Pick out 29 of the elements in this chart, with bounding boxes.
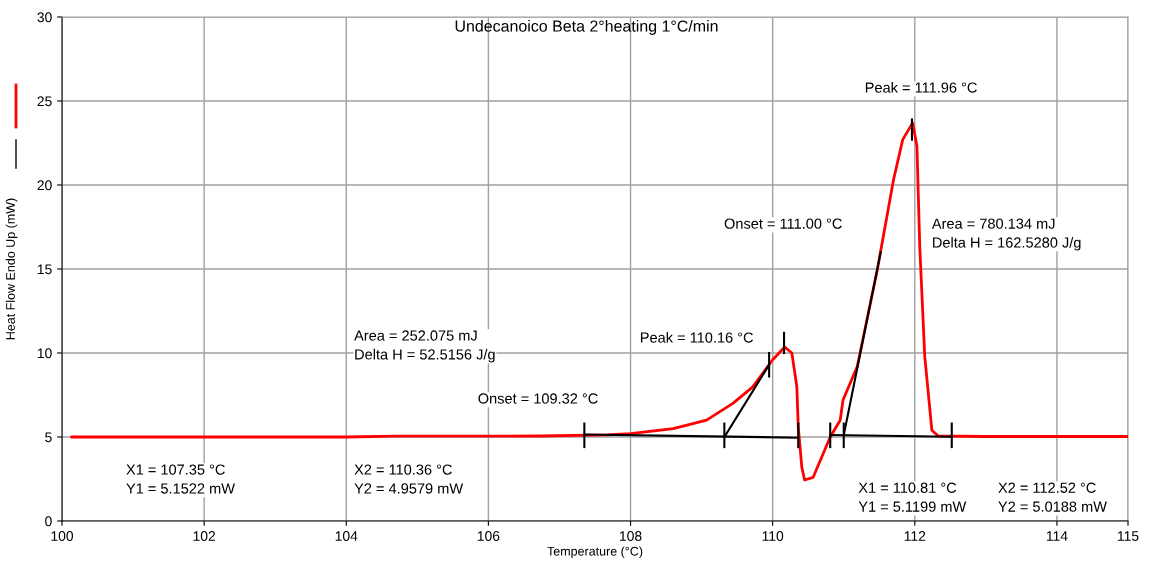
annotation: X2 = 110.36 °C Y2 = 4.9579 mW xyxy=(354,464,464,494)
x-tick-label: 114 xyxy=(1046,531,1068,541)
x-tick-label: 112 xyxy=(904,531,926,541)
y-tick-label: 30 xyxy=(37,12,52,23)
y-tick-label: 10 xyxy=(37,348,52,359)
annotation: Area = 780.134 mJ Delta H = 162.5280 J/g xyxy=(931,218,1081,251)
annotation: X1 = 110.81 °C Y1 = 5.1199 mW xyxy=(858,482,967,512)
x-tick-label: 106 xyxy=(477,531,500,541)
annotation: Area = 252.075 mJ Delta H = 52.5156 J/g xyxy=(354,330,495,363)
annotation: Peak = 111.96 °C xyxy=(865,82,977,93)
x-tick-label: 102 xyxy=(193,531,216,541)
annotation: Onset = 111.00 °C xyxy=(724,218,842,229)
x-axis-title: Temperature (°C) xyxy=(547,546,643,559)
annotation: Peak = 110.16 °C xyxy=(640,332,754,343)
y-tick-label: 5 xyxy=(45,432,52,443)
chart-title: Undecanoico Beta 2°heating 1°C/min xyxy=(455,20,718,35)
y-tick-label: 25 xyxy=(37,96,52,107)
annotation: X1 = 107.35 °C Y1 = 5.1522 mW xyxy=(126,464,235,494)
y-tick-label: 0 xyxy=(45,516,52,527)
y-axis-title: Heat Flow Endo Up (mW) xyxy=(5,198,18,340)
x-tick-label: 110 xyxy=(762,531,784,541)
x-tick-label: 100 xyxy=(51,531,74,541)
y-tick-label: 15 xyxy=(37,264,52,275)
x-tick-label: 115 xyxy=(1117,531,1139,541)
x-tick-label: 108 xyxy=(620,531,642,541)
x-tick-label: 104 xyxy=(335,531,358,541)
y-tick-label: 20 xyxy=(37,180,52,191)
annotation: Onset = 109.32 °C xyxy=(478,393,598,404)
annotation: X2 = 112.52 °C Y2 = 5.0188 mW xyxy=(998,482,1107,512)
